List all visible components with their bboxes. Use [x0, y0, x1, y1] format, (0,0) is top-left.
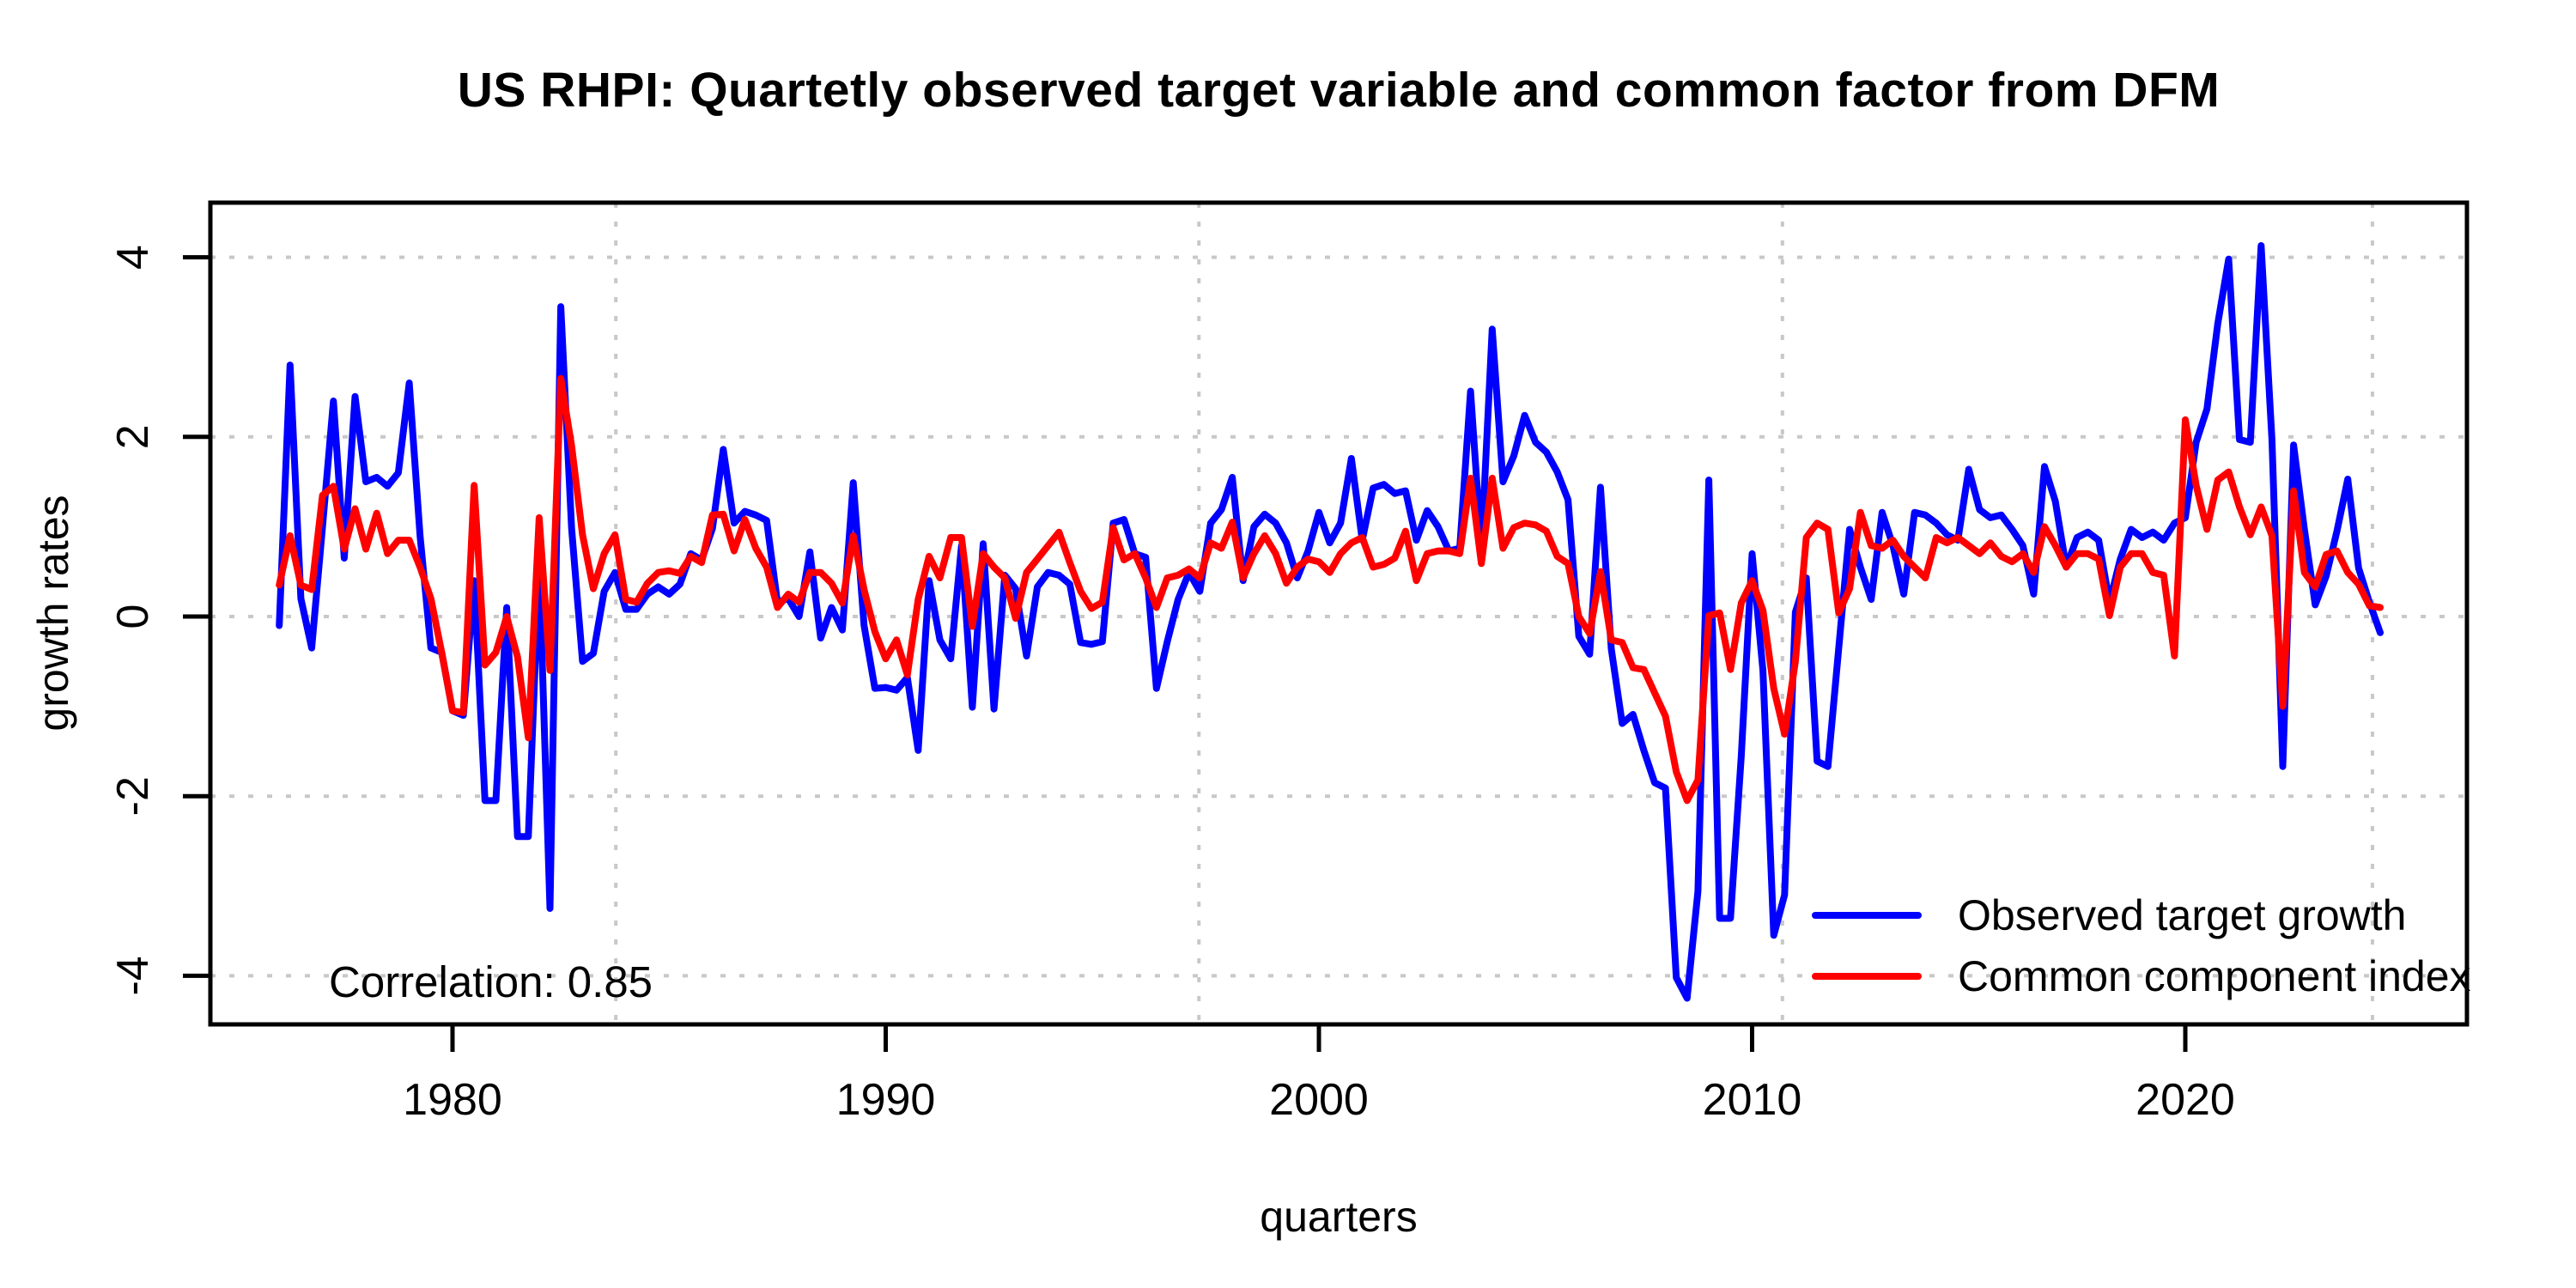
x-tick-label: 2010: [1703, 1075, 1802, 1125]
legend-label-observed: Observed target growth: [1958, 890, 2407, 939]
x-tick-label: 2020: [2136, 1075, 2235, 1125]
x-axis-title: quarters: [1260, 1193, 1418, 1241]
y-tick-label: 0: [108, 605, 158, 629]
x-tick-label: 2000: [1269, 1075, 1369, 1125]
chart-title: US RHPI: Quartetly observed target varia…: [457, 63, 2221, 118]
series-line-common: [276, 374, 2384, 805]
legend-line-observed-icon: [1812, 911, 1922, 919]
x-tick-label: 1990: [836, 1075, 936, 1125]
legend-item-observed: Observed target growth: [1812, 884, 2471, 945]
legend-item-common: Common component index: [1812, 945, 2471, 1006]
legend-line-common-icon: [1812, 972, 1922, 980]
y-tick-label: 2: [108, 424, 158, 449]
correlation-annotation: Correlation: 0.85: [329, 957, 653, 1006]
legend-label-common: Common component index: [1958, 951, 2471, 1000]
plot-box: [208, 200, 2470, 1027]
y-tick-label: -2: [108, 776, 158, 816]
legend: Observed target growth Common component …: [1812, 884, 2471, 1006]
y-tick-label: 4: [108, 245, 158, 270]
x-tick-label: 1980: [403, 1075, 502, 1125]
series-line-observed: [276, 242, 2384, 1002]
y-tick-label: -4: [108, 956, 158, 995]
